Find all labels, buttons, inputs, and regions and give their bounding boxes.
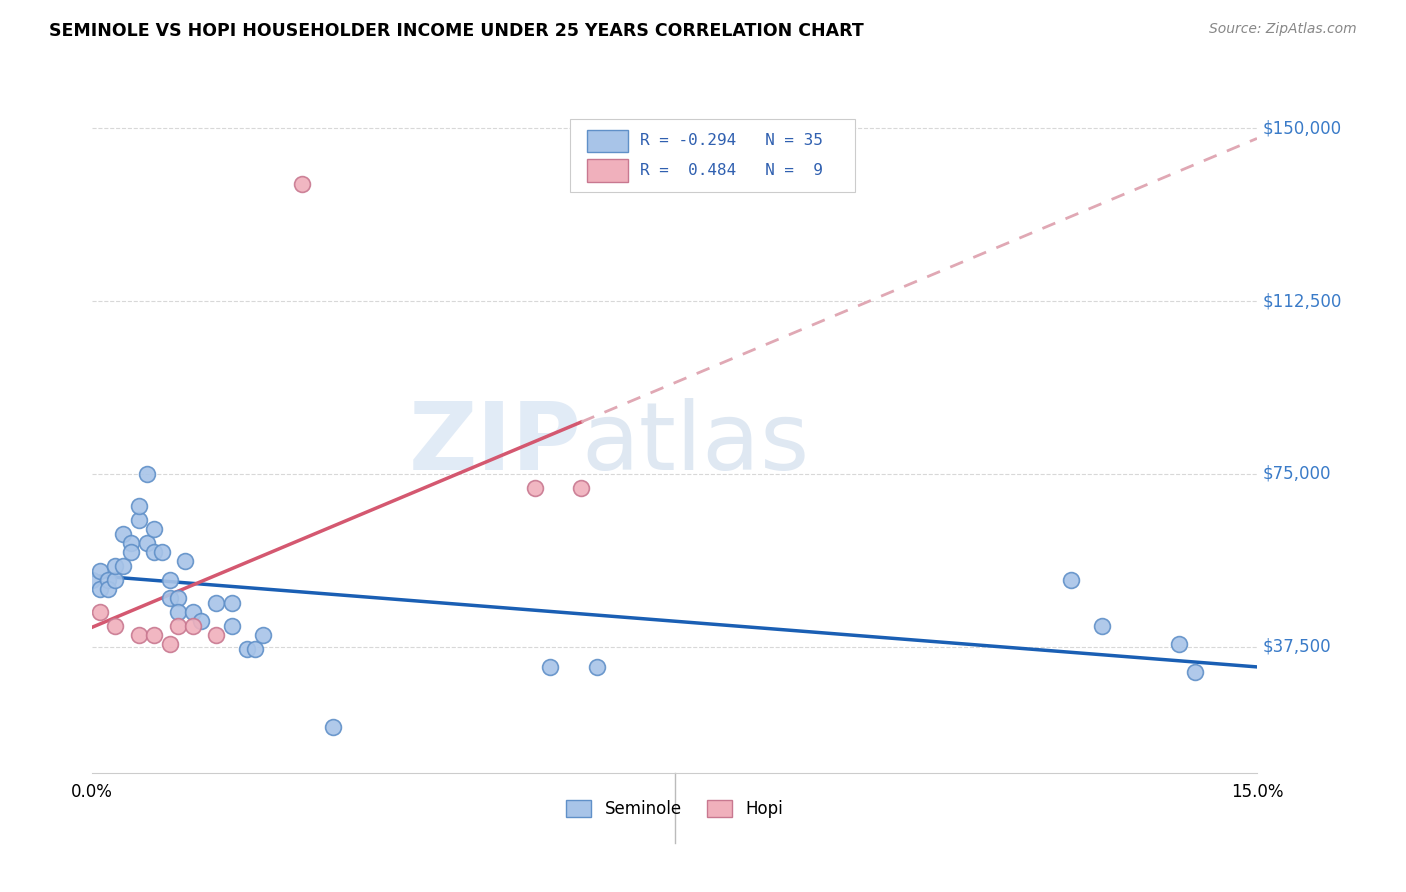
Point <box>205 596 228 610</box>
FancyBboxPatch shape <box>588 159 628 182</box>
Point <box>205 628 228 642</box>
Text: $112,500: $112,500 <box>1263 292 1343 310</box>
Point <box>159 591 181 606</box>
Point <box>89 582 111 596</box>
Point <box>135 467 157 481</box>
Point <box>104 573 127 587</box>
Text: $37,500: $37,500 <box>1263 638 1331 656</box>
Point <box>159 637 181 651</box>
Point <box>571 481 593 495</box>
Point <box>181 619 204 633</box>
Point <box>236 642 259 657</box>
Point <box>143 628 166 642</box>
Point <box>150 545 173 559</box>
Point <box>1184 665 1206 679</box>
Point <box>97 573 120 587</box>
Point <box>166 591 188 606</box>
Point <box>159 573 181 587</box>
Point <box>128 499 150 513</box>
Point <box>538 660 561 674</box>
Point <box>523 481 546 495</box>
Point <box>97 582 120 596</box>
Point <box>221 596 243 610</box>
Point <box>82 573 104 587</box>
Point <box>291 177 314 191</box>
Point <box>112 526 135 541</box>
Point <box>104 619 127 633</box>
Point <box>143 522 166 536</box>
Text: R =  0.484   N =  9: R = 0.484 N = 9 <box>640 163 823 178</box>
Point <box>104 559 127 574</box>
Text: atlas: atlas <box>582 398 810 491</box>
Text: R = -0.294   N = 35: R = -0.294 N = 35 <box>640 134 823 148</box>
Point <box>112 559 135 574</box>
Point <box>120 545 142 559</box>
Point <box>322 720 344 734</box>
Point <box>181 605 204 619</box>
Point <box>128 628 150 642</box>
Point <box>1168 637 1191 651</box>
Point <box>586 660 609 674</box>
Text: ZIP: ZIP <box>409 398 582 491</box>
Point <box>89 605 111 619</box>
FancyBboxPatch shape <box>569 119 855 192</box>
Point <box>128 513 150 527</box>
Point <box>252 628 274 642</box>
FancyBboxPatch shape <box>588 129 628 153</box>
Point <box>190 615 212 629</box>
Point <box>89 564 111 578</box>
Text: $75,000: $75,000 <box>1263 465 1331 483</box>
Text: Source: ZipAtlas.com: Source: ZipAtlas.com <box>1209 22 1357 37</box>
Point <box>166 619 188 633</box>
Point <box>143 545 166 559</box>
Legend: Seminole, Hopi: Seminole, Hopi <box>560 793 790 824</box>
Text: $150,000: $150,000 <box>1263 120 1341 137</box>
Point <box>1059 573 1081 587</box>
Point <box>166 605 188 619</box>
Text: SEMINOLE VS HOPI HOUSEHOLDER INCOME UNDER 25 YEARS CORRELATION CHART: SEMINOLE VS HOPI HOUSEHOLDER INCOME UNDE… <box>49 22 863 40</box>
Point <box>245 642 267 657</box>
Point <box>1091 619 1114 633</box>
Point <box>120 536 142 550</box>
Point <box>174 554 197 568</box>
Point <box>135 536 157 550</box>
Point <box>221 619 243 633</box>
